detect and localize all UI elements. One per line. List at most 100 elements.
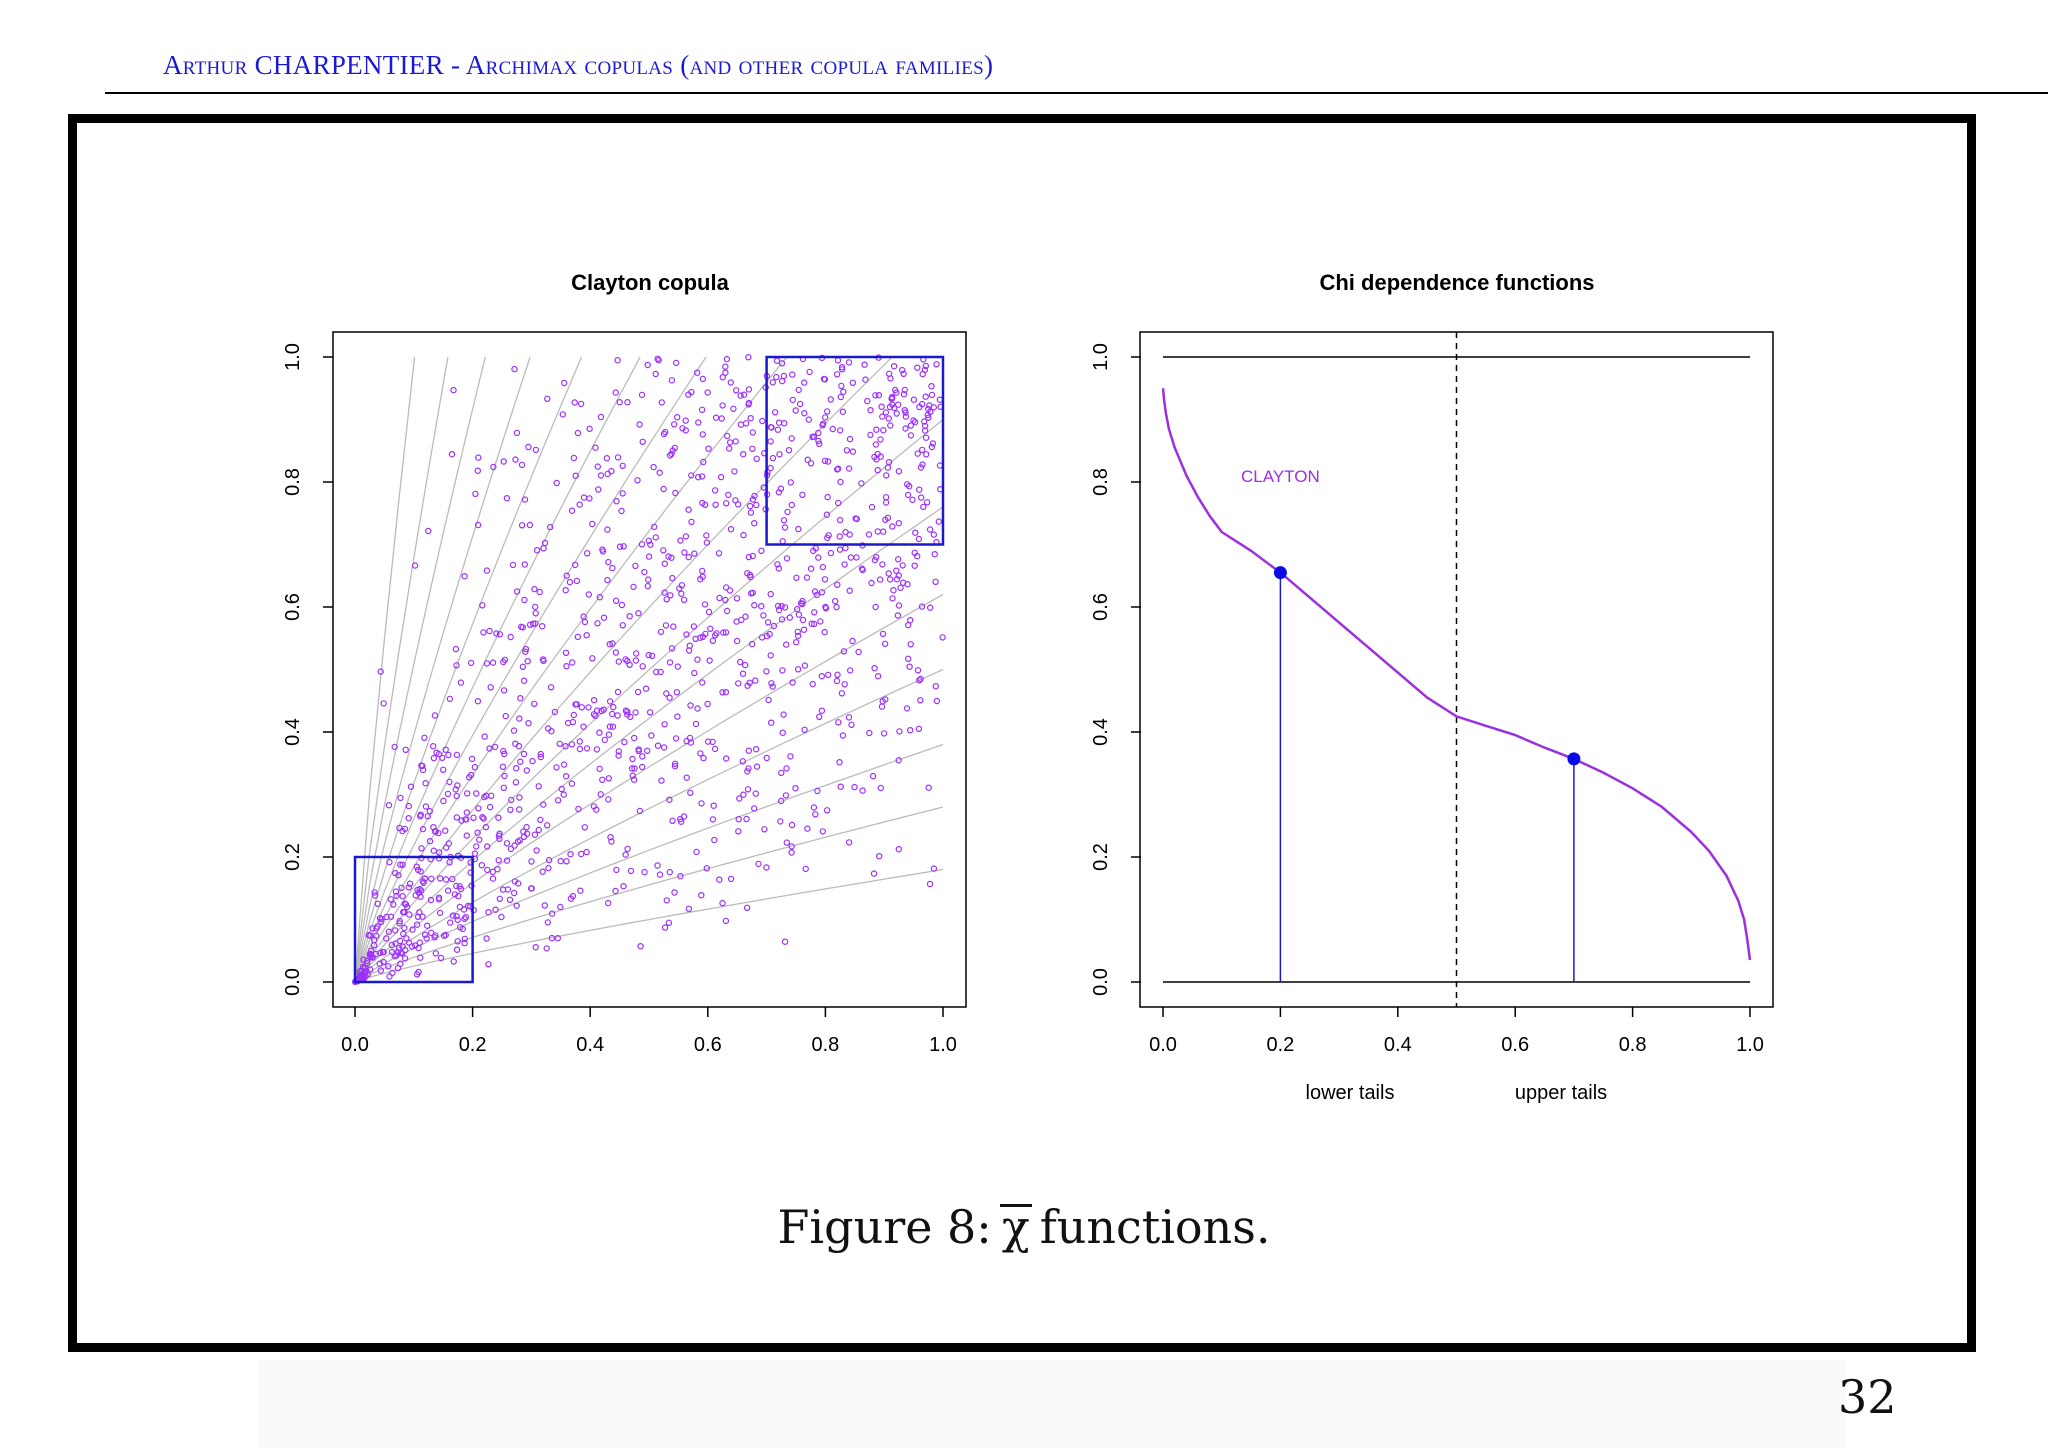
header-rule: [105, 92, 2048, 94]
data-point: [532, 603, 539, 611]
data-point: [778, 616, 786, 623]
contour-line: [354, 356, 416, 983]
data-point: [879, 698, 886, 705]
data-point: [779, 538, 786, 545]
data-point: [494, 866, 501, 873]
data-point: [671, 421, 678, 428]
data-point: [910, 417, 917, 424]
y-tick-label: 0.4: [282, 718, 304, 746]
data-point: [628, 765, 636, 772]
data-point: [653, 668, 660, 676]
data-point: [672, 735, 680, 742]
data-point: [644, 361, 651, 369]
data-point: [516, 715, 523, 722]
data-point: [473, 790, 480, 797]
data-point: [537, 750, 545, 758]
highlight-points: [1273, 566, 1581, 982]
data-point: [745, 399, 753, 407]
data-point: [821, 576, 829, 583]
contour-line: [354, 356, 707, 983]
data-point: [872, 441, 880, 448]
data-point: [518, 461, 526, 469]
data-point: [838, 690, 846, 697]
data-point: [739, 758, 747, 765]
data-point: [652, 370, 659, 378]
data-point: [401, 955, 409, 962]
data-point: [619, 622, 627, 629]
data-point: [752, 677, 759, 684]
data-point: [616, 543, 624, 550]
data-point: [723, 355, 731, 363]
data-point: [467, 771, 475, 779]
data-point: [500, 784, 507, 792]
data-point: [932, 578, 939, 586]
data-point: [499, 763, 507, 771]
data-point: [895, 602, 903, 609]
data-point: [433, 749, 440, 756]
data-point: [928, 443, 936, 451]
data-point: [589, 655, 596, 662]
data-point: [859, 566, 866, 574]
data-point: [763, 668, 770, 675]
data-point: [654, 862, 661, 869]
data-point: [528, 858, 535, 865]
data-point: [711, 836, 718, 844]
data-point: [642, 685, 650, 692]
data-point: [608, 838, 615, 845]
data-point: [432, 950, 439, 957]
data-point: [929, 440, 937, 447]
data-point: [632, 657, 640, 664]
data-point: [529, 620, 537, 627]
y-tick-label: 0.6: [282, 593, 304, 621]
data-point: [379, 948, 387, 956]
data-point: [778, 360, 786, 367]
data-point: [753, 763, 761, 770]
data-point: [493, 630, 500, 637]
data-point: [777, 818, 784, 825]
data-point: [699, 573, 706, 580]
data-point: [666, 796, 673, 803]
data-point: [778, 769, 785, 777]
data-point: [925, 414, 932, 421]
data-point: [833, 677, 841, 685]
data-point: [847, 667, 854, 674]
data-point: [867, 431, 874, 439]
data-point: [526, 521, 534, 529]
data-point: [463, 809, 471, 816]
data-point: [900, 370, 907, 377]
data-point: [683, 631, 690, 638]
data-point: [737, 421, 745, 428]
data-point: [688, 472, 695, 479]
data-point: [719, 899, 726, 907]
data-point: [612, 597, 620, 605]
data-point: [637, 943, 644, 950]
data-point: [719, 689, 726, 696]
data-point: [778, 603, 785, 610]
tail-boxes: [353, 355, 945, 984]
data-point: [879, 561, 886, 568]
data-point: [787, 479, 795, 486]
data-point: [612, 649, 620, 656]
data-point: [836, 533, 844, 540]
data-point: [874, 466, 881, 474]
data-point: [525, 443, 532, 451]
data-point: [636, 421, 643, 428]
data-point: [760, 612, 767, 619]
data-point: [906, 663, 913, 670]
data-point: [626, 613, 633, 620]
data-point: [501, 750, 508, 758]
data-point: [722, 596, 729, 604]
data-point: [838, 382, 845, 390]
data-point: [914, 450, 921, 457]
data-point: [785, 447, 793, 454]
data-point: [808, 620, 815, 627]
data-point: [635, 610, 642, 617]
data-point: [648, 652, 656, 660]
data-point: [896, 728, 903, 735]
data-point: [699, 567, 706, 575]
data-point: [677, 537, 684, 544]
data-point: [629, 755, 636, 763]
data-point: [685, 506, 692, 513]
y-tick-label: 0.8: [282, 468, 304, 496]
data-point: [364, 957, 371, 965]
